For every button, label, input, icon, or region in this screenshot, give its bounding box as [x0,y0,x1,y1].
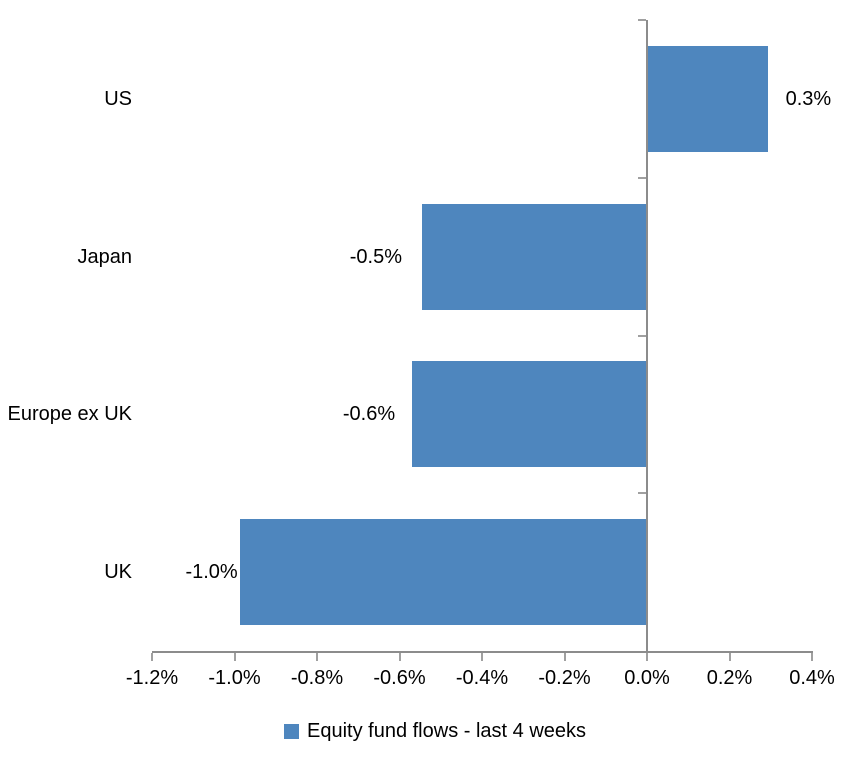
x-tick-label: -0.2% [538,667,591,689]
data-label: 0.3% [785,87,832,110]
bar [412,361,646,468]
category-boundary-tick [638,19,646,21]
x-axis-tick [728,653,731,661]
zero-axis-line [646,20,648,651]
legend-marker-swatch [284,723,299,739]
x-axis-tick [398,653,401,661]
category-boundary-tick [638,492,646,495]
x-tick-label: -0.8% [290,667,344,689]
x-axis-tick [233,653,236,661]
bar [648,45,768,152]
legend-label: Equity fund flows - last 4 weeks [307,720,587,742]
bar [239,519,646,626]
category-label: Japan [77,245,133,268]
category-label: UK [104,561,132,584]
legend: Equity fund flows - last 4 weeks [284,719,586,743]
data-label: -1.0% [185,561,238,584]
x-axis-line [152,651,813,653]
x-axis-tick [151,653,153,661]
x-tick-label: -1.0% [208,667,261,689]
x-axis-tick [811,653,813,661]
data-label: -0.6% [342,403,396,426]
x-tick-label: 0.2% [706,667,753,689]
category-boundary-tick [638,334,646,337]
x-axis-tick [646,653,648,661]
category-label: Europe ex UK [7,403,132,426]
category-label: US [104,87,132,110]
x-axis-tick [316,653,318,661]
x-tick-label: 0.0% [624,667,670,689]
x-tick-label: 0.4% [789,667,835,689]
x-tick-label: -0.4% [455,667,509,689]
data-label: -0.5% [349,245,403,268]
x-axis-tick [481,653,483,661]
x-axis-tick [563,653,566,661]
bar [422,203,646,310]
category-boundary-tick [638,176,646,179]
x-tick-label: -0.6% [373,667,426,689]
x-tick-label: -1.2% [125,667,179,689]
